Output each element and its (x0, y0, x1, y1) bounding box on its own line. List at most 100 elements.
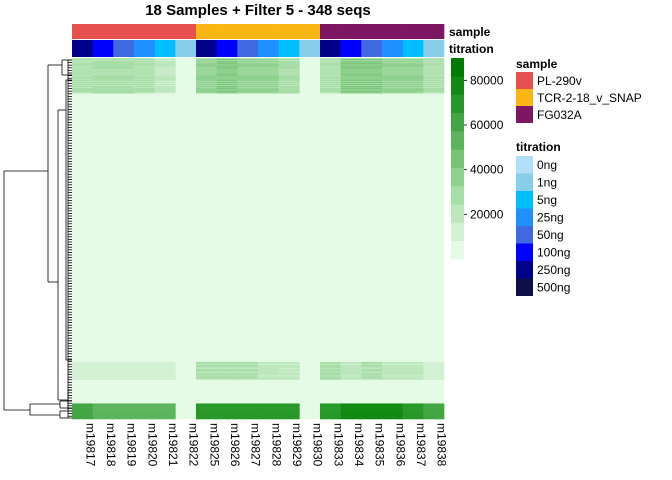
heatmap-cell (361, 74, 383, 76)
heatmap-cell (113, 373, 135, 375)
heatmap-cell (92, 361, 114, 364)
heatmap-cell (258, 64, 279, 66)
heatmap-cell (154, 60, 176, 62)
heatmap-cell (154, 370, 176, 372)
heatmap-cell (113, 361, 135, 364)
heatmap-cell (320, 378, 341, 380)
heatmap-cell (361, 375, 383, 377)
heatmap-cell (278, 79, 300, 82)
heatmap-cell (92, 366, 114, 368)
heatmap-body (72, 58, 445, 420)
heatmap-cell (361, 88, 383, 90)
heatmap-cell (216, 76, 238, 79)
heatmap-cell (237, 79, 259, 82)
heatmap-cell (423, 83, 445, 86)
heatmap-cell (237, 370, 259, 372)
heatmap-cell (196, 82, 217, 85)
sample-annotation-cell (113, 24, 135, 39)
heatmap-cell (340, 376, 362, 378)
heatmap-cell (320, 411, 341, 414)
heatmap-cell (361, 86, 383, 88)
heatmap-cell (237, 407, 259, 409)
heatmap-cell (361, 60, 383, 62)
heatmap-cell (423, 63, 445, 65)
heatmap-cell (154, 72, 176, 74)
heatmap-cell (134, 408, 155, 410)
heatmap-cell (382, 376, 403, 378)
heatmap-cell (340, 65, 362, 67)
heatmap-cell (361, 361, 383, 364)
heatmap-cell (113, 410, 135, 413)
heatmap-cell (320, 60, 341, 62)
heatmap-cell (237, 371, 259, 373)
heatmap-cell (92, 59, 114, 61)
heatmap-cell (340, 91, 362, 93)
heatmap-cell (340, 78, 362, 81)
heatmap-cell (361, 70, 383, 72)
heatmap-cell (423, 84, 445, 87)
heatmap-cell (154, 378, 176, 380)
heatmap-cell (134, 73, 155, 75)
heatmap-cell (361, 64, 383, 66)
colorbar-tick-label: 20000 (470, 207, 504, 221)
heatmap-cell (92, 91, 114, 93)
heatmap-cell (196, 74, 217, 76)
heatmap-cell (382, 368, 403, 370)
heatmap-cell (134, 67, 155, 69)
heatmap-cell (237, 87, 259, 89)
heatmap-cell (237, 88, 259, 90)
heatmap-cell (361, 73, 383, 75)
heatmap-cell (113, 70, 135, 72)
heatmap-cell (361, 78, 383, 81)
heatmap-cell (382, 374, 403, 376)
colorbar-swatch (451, 149, 464, 168)
heatmap-cell (320, 370, 341, 372)
sample-annotation-cell (154, 24, 176, 39)
heatmap-cell (196, 80, 217, 83)
heatmap-cell (134, 70, 155, 72)
heatmap-cell (134, 92, 155, 94)
heatmap-cell (237, 63, 259, 65)
heatmap-cell (196, 375, 217, 377)
heatmap-cell (113, 378, 135, 380)
heatmap-cell (154, 375, 176, 377)
colorbar-swatch (451, 112, 464, 132)
heatmap-cell (154, 59, 176, 61)
sample-annotation-cell (382, 24, 403, 39)
heatmap-cell (196, 374, 217, 376)
heatmap-cell (196, 88, 217, 90)
heatmap-cell (382, 411, 403, 414)
heatmap-cell (382, 372, 403, 374)
heatmap-cell (134, 89, 155, 91)
heatmap-cell (134, 415, 155, 418)
heatmap-cell (72, 87, 93, 89)
heatmap-cell (361, 372, 383, 374)
heatmap-cell (92, 77, 114, 80)
heatmap-cell (92, 84, 114, 87)
heatmap-cell (72, 408, 93, 410)
heatmap-cell (72, 83, 93, 86)
titration-legend: 0ng 1ng 5ng 25ng 50ng 100ng 250ng 500ng (516, 156, 570, 296)
heatmap-cell (361, 62, 383, 64)
titration-legend-label: 50ng (537, 228, 564, 242)
heatmap-cell (278, 413, 300, 416)
heatmap-cell (423, 86, 445, 88)
heatmap-cell (72, 364, 93, 366)
heatmap-cell (92, 68, 114, 70)
heatmap-cell (382, 67, 403, 69)
heatmap-cell (423, 367, 445, 369)
column-label: m19819 (125, 423, 139, 467)
heatmap-cell (92, 412, 114, 415)
heatmap-cell (258, 405, 279, 407)
heatmap-cell (216, 412, 238, 415)
heatmap-cell (92, 362, 114, 365)
heatmap-cell (154, 70, 176, 72)
colorbar-tick-label: 40000 (470, 163, 504, 177)
heatmap-cell (134, 366, 155, 368)
heatmap-cell (258, 92, 279, 94)
heatmap-cell (237, 369, 259, 371)
heatmap-cell (258, 58, 279, 60)
heatmap-cell (402, 369, 424, 371)
heatmap-cell (154, 362, 176, 365)
heatmap-cell (72, 80, 93, 83)
